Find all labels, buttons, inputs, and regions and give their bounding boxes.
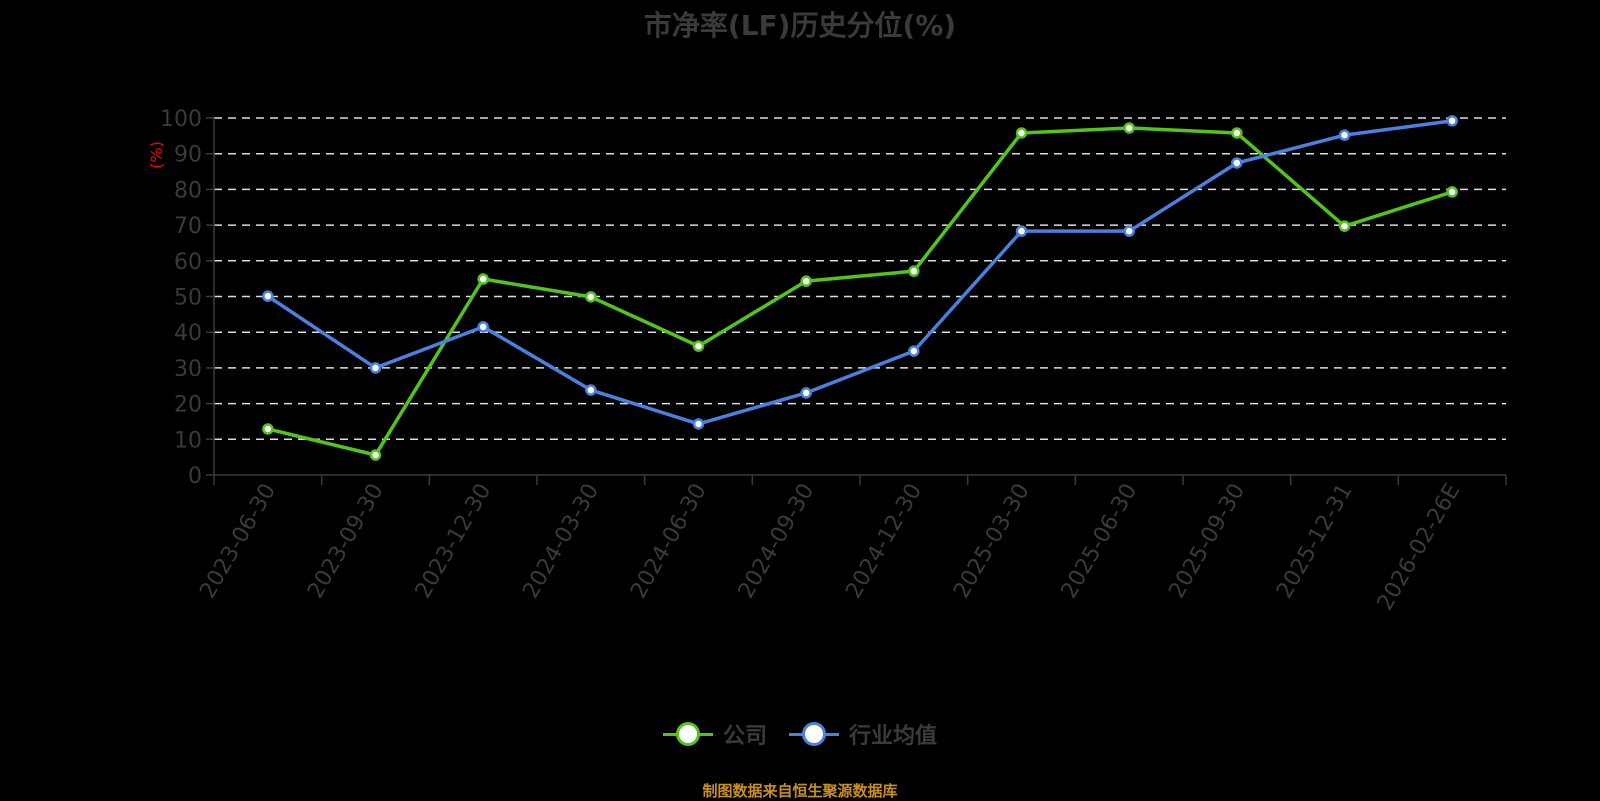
legend-label-industry: 行业均值: [849, 724, 938, 749]
data-point[interactable]: [262, 290, 274, 302]
data-point[interactable]: [692, 418, 705, 430]
series-line-industry: [266, 119, 1453, 426]
legend-item-industry[interactable]: 行业均值: [789, 718, 937, 750]
data-point[interactable]: [477, 321, 489, 333]
data-point[interactable]: [1338, 220, 1351, 232]
x-tick-label: 2024-03-30: [518, 480, 604, 603]
data-point[interactable]: [1015, 127, 1028, 139]
y-tick-label: 30: [174, 357, 202, 382]
y-tick-label: 60: [174, 250, 202, 275]
y-axis-label: (%): [147, 141, 166, 169]
y-tick-label: 20: [174, 393, 202, 418]
y-tick-label: 100: [160, 107, 202, 132]
legend: 公司 行业均值: [0, 718, 1600, 750]
legend-marker-industry-icon: [789, 722, 839, 746]
y-tick-label: 40: [174, 321, 202, 346]
data-point[interactable]: [1123, 122, 1135, 134]
source-note: 制图数据来自恒生聚源数据库: [702, 782, 898, 800]
data-point[interactable]: [477, 273, 489, 285]
data-point[interactable]: [262, 423, 274, 435]
data-point[interactable]: [908, 345, 920, 357]
x-tick-label: 2024-12-30: [841, 480, 927, 603]
x-tick-label: 2024-09-30: [734, 480, 820, 603]
data-point[interactable]: [1015, 225, 1028, 237]
x-tick-label: 2026-02-26E: [1373, 480, 1466, 615]
y-tick-label: 90: [174, 143, 202, 168]
data-point[interactable]: [1123, 225, 1135, 237]
data-point[interactable]: [800, 275, 812, 287]
x-tick-label: 2025-12-31: [1272, 480, 1358, 603]
data-point[interactable]: [369, 362, 382, 374]
series-line-company: [267, 126, 1453, 457]
data-point[interactable]: [585, 291, 597, 303]
data-point[interactable]: [1446, 115, 1458, 127]
data-point[interactable]: [585, 384, 597, 396]
data-point[interactable]: [1231, 127, 1243, 139]
legend-label-company: 公司: [722, 724, 767, 749]
data-point[interactable]: [1231, 157, 1243, 169]
data-point[interactable]: [908, 265, 920, 277]
chart-title: 市净率(LF)历史分位(%): [643, 9, 957, 42]
x-tick-label: 2025-09-30: [1164, 480, 1250, 603]
data-point[interactable]: [800, 387, 812, 399]
data-point[interactable]: [692, 340, 705, 352]
y-tick-label: 80: [174, 178, 202, 203]
x-tick-label: 2025-06-30: [1057, 480, 1143, 603]
data-point[interactable]: [1338, 129, 1351, 141]
legend-item-company[interactable]: 公司: [662, 718, 767, 750]
x-tick-label: 2023-12-30: [411, 480, 497, 603]
y-tick-label: 50: [174, 286, 202, 311]
data-point[interactable]: [1446, 186, 1458, 198]
legend-marker-company-icon: [662, 722, 713, 746]
x-tick-label: 2024-06-30: [626, 480, 712, 603]
x-tick-label: 2025-03-30: [949, 480, 1035, 603]
x-tick-label: 2023-09-30: [303, 480, 389, 603]
y-tick-label: 70: [174, 214, 202, 239]
data-point[interactable]: [369, 449, 382, 461]
x-tick-label: 2023-06-30: [195, 480, 281, 603]
y-tick-label: 10: [174, 428, 202, 453]
y-tick-label: 0: [188, 464, 202, 489]
